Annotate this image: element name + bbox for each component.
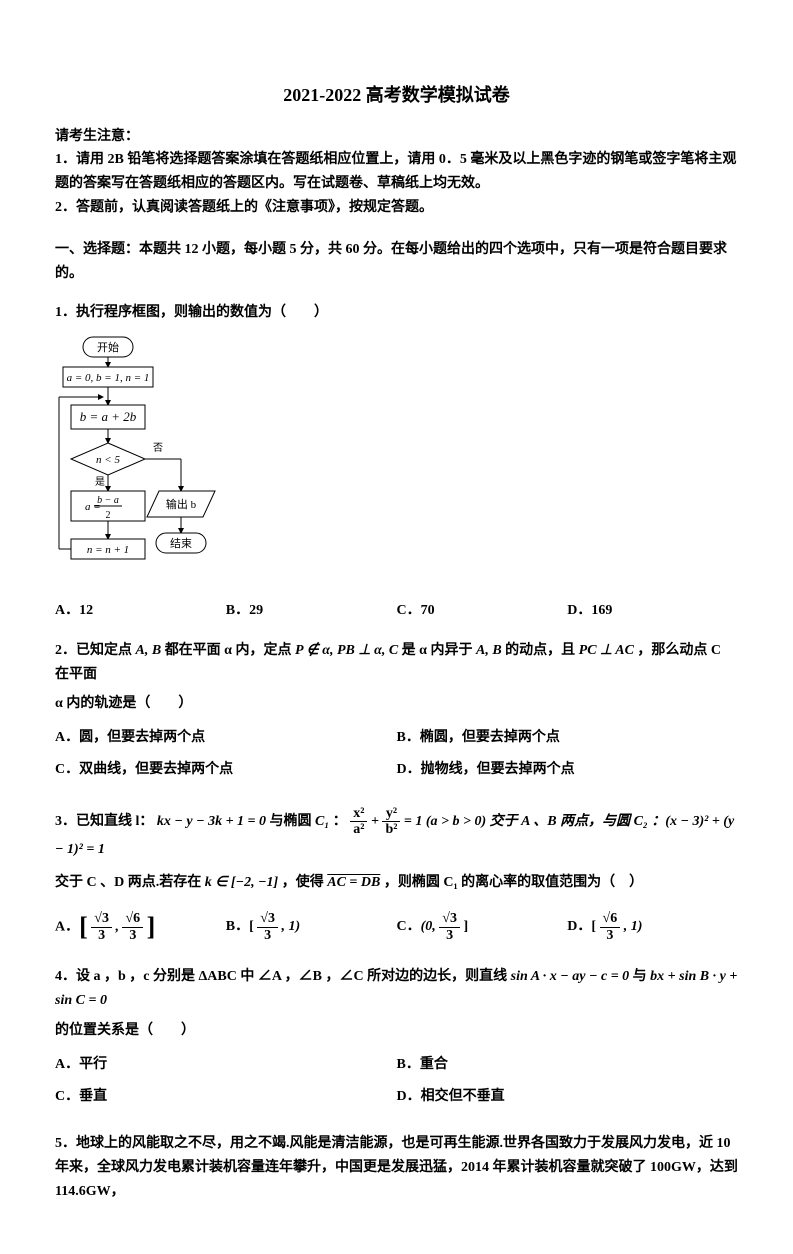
q1-options: A．12 B．29 C．70 D．169 [55, 599, 738, 623]
svg-text:2: 2 [106, 510, 111, 521]
q4-B: B．重合 [397, 1053, 739, 1077]
q3-l2a: 交于 C 、D 两点.若存在 [55, 875, 205, 890]
q1-C: C．70 [397, 599, 568, 623]
svg-text:b − a: b − a [97, 495, 119, 506]
fc-init: a = 0, b = 1, n = 1 [67, 372, 150, 384]
fc-no: 否 [153, 442, 163, 454]
q2-f: α 内的轨迹是（ ） [55, 692, 738, 716]
q3-D: D．[ √63 , 1) [567, 911, 738, 943]
section-1-heading: 一、选择题：本题共 12 小题，每小题 5 分，共 60 分。在每小题给出的四个… [55, 238, 738, 286]
q2-D: D．抛物线，但要去掉两个点 [397, 758, 739, 782]
q1: 1．执行程序框图，则输出的数值为（ ） [55, 301, 738, 325]
q3-acdb: AC = DB [327, 875, 380, 890]
fc-end: 结束 [170, 537, 192, 550]
q2: 2．已知定点 A, B 都在平面 α 内，定点 P ∉ α, PB ⊥ α, C… [55, 639, 738, 716]
q3-c: ： [333, 814, 347, 829]
q4-c: 的位置关系是（ ） [55, 1019, 738, 1043]
q1-A: A．12 [55, 599, 226, 623]
q3-options: A．[ √33 , √63 ] B．[ √33 , 1) C．(0, √33 ]… [55, 905, 738, 949]
q2-ab: A, B [136, 643, 162, 658]
q2-d: 的动点，且 [505, 643, 579, 658]
q4-C: C．垂直 [55, 1085, 397, 1109]
fc-update-b: b = a + 2b [80, 409, 137, 424]
q3-l2b: ，使得 [282, 875, 328, 890]
notice-heading: 请考生注意： [55, 125, 738, 149]
q3-b: 与椭圆 [270, 814, 316, 829]
q4-a: 4．设 a ，b ，c 分别是 ΔABC 中 ∠A ，∠B ，∠C 所对边的边长… [55, 969, 511, 984]
q3-l2c: ，则椭圆 C₁ 的离心率的取值范围为（ ） [384, 875, 643, 890]
q3-a: 3．已知直线 l： [55, 814, 153, 829]
q5: 5．地球上的风能取之不尽，用之不竭.风能是清洁能源，也是可再生能源.世界各国致力… [55, 1132, 738, 1203]
q2-c: 是 α 内异于 [402, 643, 476, 658]
q3-line: kx − y − 3k + 1 = 0 [157, 814, 266, 829]
notice-1: 1．请用 2B 铅笔将选择题答案涂填在答题纸相应位置上，请用 0．5 毫米及以上… [55, 148, 738, 196]
q1-text: 1．执行程序框图，则输出的数值为（ ） [55, 301, 738, 325]
q2-A: A．圆，但要去掉两个点 [55, 726, 397, 750]
q3-C: C．(0, √33 ] [397, 911, 568, 943]
q3-c1: C₁ [315, 814, 329, 829]
q3-B: B．[ √33 , 1) [226, 911, 397, 943]
page-title: 2021-2022 高考数学模拟试卷 [55, 80, 738, 111]
q4-A: A．平行 [55, 1053, 397, 1077]
q1-D: D．169 [567, 599, 738, 623]
q3-kdom: k ∈ [−2, −1] [205, 875, 279, 890]
fc-inc: n = n + 1 [87, 544, 129, 556]
fc-cond: n < 5 [96, 454, 120, 466]
q3-frac2: y²b² [382, 806, 400, 838]
notice-2: 2．答题前，认真阅读答题纸上的《注意事项》，按规定答题。 [55, 196, 738, 220]
q2-options: A．圆，但要去掉两个点 B．椭圆，但要去掉两个点 C．双曲线，但要去掉两个点 D… [55, 726, 738, 790]
q2-b: 都在平面 α 内，定点 [165, 643, 295, 658]
q2-B: B．椭圆，但要去掉两个点 [397, 726, 739, 750]
fc-output: 输出 b [166, 497, 197, 511]
fc-yes: 是 [95, 476, 105, 488]
q2-cond: P ∉ α, PB ⊥ α, C [295, 643, 398, 658]
q3: 3．已知直线 l： kx − y − 3k + 1 = 0 与椭圆 C₁ ： x… [55, 806, 738, 895]
q2-pcac: PC ⊥ AC [579, 643, 634, 658]
fc-start: 开始 [97, 340, 119, 354]
q4-l1: sin A · x − ay − c = 0 [511, 969, 630, 984]
q4-D: D．相交但不垂直 [397, 1085, 739, 1109]
q3-c2: C₂ [634, 814, 648, 829]
q1-B: B．29 [226, 599, 397, 623]
q2-ab2: A, B [476, 643, 502, 658]
q4-b: 与 [633, 969, 651, 984]
q4-options: A．平行 B．重合 C．垂直 D．相交但不垂直 [55, 1053, 738, 1117]
q2-C: C．双曲线，但要去掉两个点 [55, 758, 397, 782]
q4: 4．设 a ，b ，c 分别是 ΔABC 中 ∠A ，∠B ，∠C 所对边的边长… [55, 965, 738, 1042]
q3-frac1: x²a² [350, 806, 367, 838]
q2-a: 2．已知定点 [55, 643, 136, 658]
q5-text: 5．地球上的风能取之不尽，用之不竭.风能是清洁能源，也是可再生能源.世界各国致力… [55, 1136, 738, 1199]
flowchart: 开始 a = 0, b = 1, n = 1 b = a + 2b n < 5 … [55, 335, 738, 589]
q3-d: = 1 (a > b > 0) 交于 A 、B 两点，与圆 [404, 814, 634, 829]
q3-A: A．[ √33 , √63 ] [55, 905, 226, 949]
